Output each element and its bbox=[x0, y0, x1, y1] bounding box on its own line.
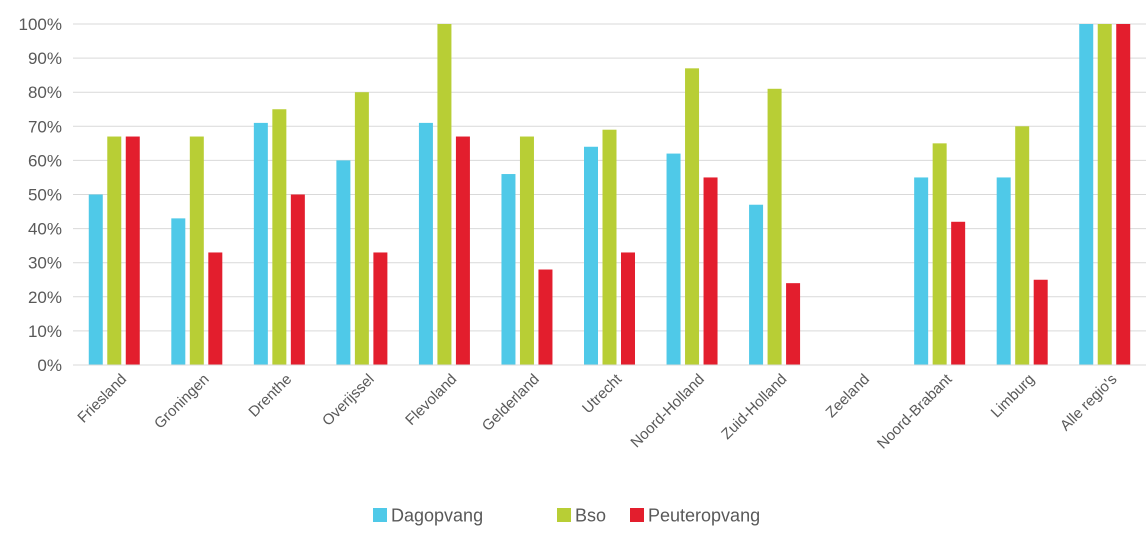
bar-peuteropvang bbox=[125, 136, 140, 365]
bar-dagopvang bbox=[501, 174, 516, 365]
legend-label: Dagopvang bbox=[391, 506, 483, 526]
category-label: Gelderland bbox=[479, 371, 543, 435]
y-axis-ticks: 0% 10% 20% 30% 40% 50% 60% 70% 80% 90% 100% bbox=[19, 15, 62, 375]
bar-bso bbox=[107, 136, 122, 365]
bar-peuteropvang bbox=[951, 221, 966, 365]
bars bbox=[88, 24, 1131, 365]
bar-dagopvang bbox=[253, 122, 268, 365]
legend-swatch-bso bbox=[557, 508, 571, 522]
legend: Dagopvang Bso Peuteropvang bbox=[373, 506, 760, 526]
category-label: Noord-Brabant bbox=[874, 370, 956, 452]
bar-dagopvang bbox=[666, 153, 681, 365]
bar-bso bbox=[685, 68, 700, 365]
bar-peuteropvang bbox=[1033, 279, 1048, 365]
bar-bso bbox=[272, 109, 287, 365]
y-tick-label: 0% bbox=[37, 356, 62, 375]
y-tick-label: 50% bbox=[28, 186, 62, 205]
y-tick-label: 60% bbox=[28, 151, 62, 170]
bar-peuteropvang bbox=[786, 283, 801, 365]
bar-peuteropvang bbox=[621, 252, 635, 365]
bar-bso bbox=[189, 136, 204, 365]
legend-swatch-dagopvang bbox=[373, 508, 387, 522]
bar-bso bbox=[354, 92, 369, 365]
bar-peuteropvang bbox=[455, 136, 470, 365]
bar-dagopvang bbox=[418, 122, 433, 365]
category-label: Zuid-Holland bbox=[718, 371, 790, 443]
legend-swatch-peuteropvang bbox=[630, 508, 644, 522]
bar-bso bbox=[602, 129, 617, 365]
bar-bso bbox=[932, 143, 947, 365]
legend-label: Peuteropvang bbox=[648, 506, 760, 526]
y-tick-label: 80% bbox=[28, 83, 62, 102]
bar-bso bbox=[1015, 126, 1030, 365]
y-tick-label: 20% bbox=[28, 288, 62, 307]
bar-bso bbox=[767, 88, 782, 365]
bar-peuteropvang bbox=[703, 177, 718, 365]
bar-peuteropvang bbox=[373, 252, 388, 365]
bar-dagopvang bbox=[584, 146, 598, 365]
category-label: Zeeland bbox=[823, 371, 873, 421]
category-label: Groningen bbox=[151, 371, 213, 433]
bar-dagopvang bbox=[1079, 24, 1094, 365]
bar-dagopvang bbox=[996, 177, 1011, 365]
y-tick-label: 30% bbox=[28, 254, 62, 273]
category-label: Overijssel bbox=[319, 371, 378, 430]
bar-dagopvang bbox=[171, 218, 186, 365]
y-tick-label: 100% bbox=[19, 15, 62, 34]
bar-dagopvang bbox=[88, 194, 103, 365]
category-label: Drenthe bbox=[245, 371, 295, 421]
category-label: Noord-Holland bbox=[627, 371, 707, 451]
y-tick-label: 70% bbox=[28, 117, 62, 136]
bar-peuteropvang bbox=[1116, 24, 1131, 365]
bar-dagopvang bbox=[336, 160, 351, 365]
y-tick-label: 40% bbox=[28, 220, 62, 239]
bar-peuteropvang bbox=[290, 194, 305, 365]
category-label: Utrecht bbox=[579, 370, 626, 417]
y-tick-label: 90% bbox=[28, 49, 62, 68]
category-label: Alle regio's bbox=[1057, 371, 1121, 435]
bar-dagopvang bbox=[749, 204, 764, 365]
legend-label: Bso bbox=[575, 506, 606, 526]
category-label: Flevoland bbox=[402, 371, 460, 429]
category-label: Friesland bbox=[74, 371, 130, 427]
bar-peuteropvang bbox=[538, 269, 553, 365]
bar-dagopvang bbox=[914, 177, 929, 365]
bar-bso bbox=[1097, 24, 1112, 365]
bar-peuteropvang bbox=[208, 252, 223, 365]
bar-bso bbox=[437, 24, 452, 365]
category-label: Limburg bbox=[988, 371, 1038, 421]
x-axis-categories: Friesland Groningen Drenthe Overijssel Flevo… bbox=[74, 370, 1120, 452]
y-tick-label: 10% bbox=[28, 322, 62, 341]
bar-bso bbox=[519, 136, 534, 365]
